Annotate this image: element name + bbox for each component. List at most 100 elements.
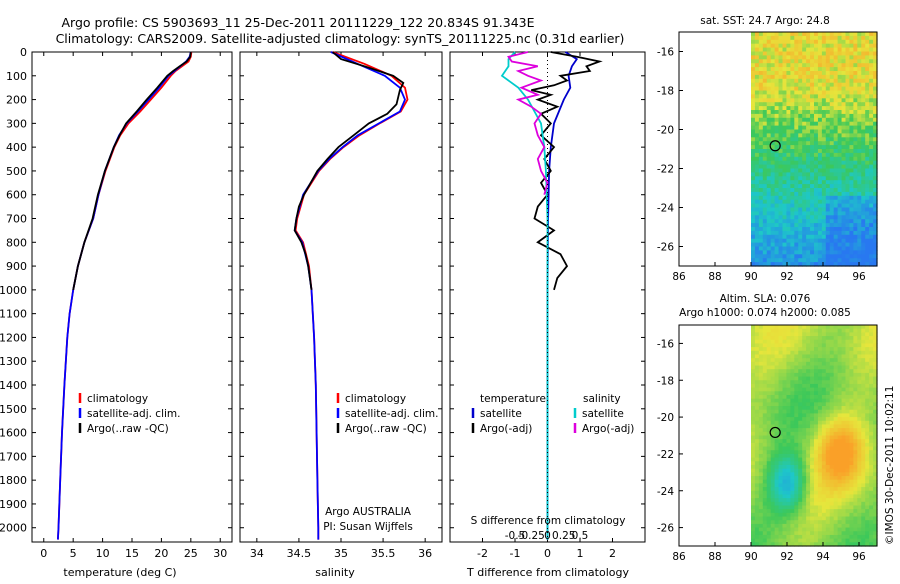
sla-map-cell bbox=[786, 483, 791, 488]
sst-map-cell bbox=[861, 129, 866, 134]
sst-map-cell bbox=[782, 152, 788, 158]
sla-map-cell bbox=[794, 442, 799, 448]
sst-map-cell bbox=[762, 110, 768, 115]
sst-map-cell bbox=[794, 215, 799, 220]
sla-map-cell bbox=[782, 398, 788, 403]
sst-map-ytick-label: -24 bbox=[657, 203, 674, 215]
sla-map-cell bbox=[802, 457, 807, 462]
sla-map-cell bbox=[853, 383, 858, 389]
salinity-xtick-label: 35 bbox=[334, 547, 348, 560]
sst-map-cell bbox=[833, 98, 839, 103]
sst-map-cell bbox=[853, 129, 858, 134]
sst-map-cell bbox=[762, 86, 768, 92]
sla-map-cell bbox=[758, 483, 764, 488]
sst-map-cell bbox=[802, 238, 807, 244]
sst-map-cell bbox=[853, 110, 858, 115]
sla-map-cell bbox=[766, 350, 772, 356]
sla-map-cell bbox=[806, 332, 811, 337]
sst-map-cell bbox=[766, 32, 772, 37]
sla-map-cell bbox=[810, 350, 815, 356]
sst-map-cell bbox=[758, 39, 764, 45]
sst-map-cell bbox=[829, 254, 835, 259]
sst-map-cell bbox=[762, 215, 768, 220]
sst-map-cell bbox=[802, 207, 807, 212]
sla-map-cell bbox=[766, 406, 772, 411]
sst-map-cell bbox=[751, 133, 756, 138]
sst-map-cell bbox=[758, 172, 764, 177]
sla-map-cell bbox=[762, 336, 768, 341]
sst-map-cell bbox=[861, 152, 866, 158]
sst-map-cell bbox=[766, 262, 772, 267]
sst-map-ytick-label: -20 bbox=[657, 125, 674, 137]
sst-map-cell bbox=[770, 191, 776, 197]
sst-map-cell bbox=[845, 176, 851, 181]
sst-map-cell bbox=[762, 113, 768, 119]
sla-map-cell bbox=[786, 446, 791, 451]
sst-map-cell bbox=[857, 238, 862, 244]
sla-map-cell bbox=[861, 394, 866, 400]
sla-map-cell bbox=[814, 479, 819, 484]
sla-map-cell bbox=[758, 450, 764, 455]
sst-map-cell bbox=[802, 180, 807, 185]
sla-map-cell bbox=[849, 398, 854, 403]
sst-map-cell bbox=[869, 113, 874, 119]
sst-map-cell bbox=[806, 223, 811, 228]
sst-map-cell bbox=[837, 149, 843, 154]
sla-map-cell bbox=[821, 420, 827, 426]
sla-map-cell bbox=[794, 431, 799, 437]
sla-map-cell bbox=[786, 542, 791, 547]
sla-map-cell bbox=[778, 372, 784, 378]
sst-map-cell bbox=[790, 242, 795, 248]
sla-map-cell bbox=[837, 354, 843, 359]
sst-map-cell bbox=[873, 180, 878, 185]
sla-map-cell bbox=[853, 509, 858, 514]
sst-map-cell bbox=[833, 168, 839, 173]
sla-map-cell bbox=[790, 325, 795, 330]
sla-map-cell bbox=[861, 387, 866, 392]
sst-map-cell bbox=[814, 145, 819, 150]
sla-map-cell bbox=[865, 413, 870, 418]
sst-map-cell bbox=[758, 102, 764, 107]
sla-map-cell bbox=[798, 457, 803, 462]
sst-map-cell bbox=[841, 43, 847, 49]
sla-map-cell bbox=[794, 332, 799, 337]
sla-map-cell bbox=[833, 472, 839, 477]
sla-map-cell bbox=[837, 398, 843, 403]
sst-map-cell bbox=[782, 113, 788, 119]
sla-map-cell bbox=[865, 483, 870, 488]
sla-map-cell bbox=[766, 417, 772, 422]
sst-map-cell bbox=[782, 188, 788, 193]
sla-map-cell bbox=[758, 516, 764, 521]
sla-map-cell bbox=[841, 398, 847, 403]
sla-map-cell bbox=[770, 383, 776, 389]
sst-map-cell bbox=[865, 211, 870, 216]
sst-map-cell bbox=[861, 113, 866, 119]
sst-map-cell bbox=[786, 219, 791, 224]
sst-map-cell bbox=[774, 113, 780, 119]
sla-map-cell bbox=[798, 409, 803, 414]
sla-map-cell bbox=[774, 439, 780, 444]
sst-map-cell bbox=[857, 35, 862, 41]
sst-map-cell bbox=[853, 82, 858, 88]
sst-map-cell bbox=[841, 246, 847, 251]
sst-map-cell bbox=[857, 145, 862, 150]
sst-map-cell bbox=[774, 129, 780, 134]
sla-map-ytick-label: -16 bbox=[657, 338, 674, 350]
sla-map-cell bbox=[786, 369, 791, 374]
sla-map-cell bbox=[845, 464, 851, 470]
sst-map-cell bbox=[810, 113, 815, 119]
sst-map-cell bbox=[861, 188, 866, 193]
sst-map-cell bbox=[790, 164, 795, 170]
sst-map-cell bbox=[865, 238, 870, 244]
sla-map-cell bbox=[806, 354, 811, 359]
sla-map-cell bbox=[857, 402, 862, 407]
sla-map-cell bbox=[829, 487, 835, 492]
sst-map-cell bbox=[873, 133, 878, 138]
sst-map-cell bbox=[802, 117, 807, 123]
sla-map-cell bbox=[817, 439, 823, 444]
sst-map-cell bbox=[762, 74, 768, 80]
sla-map-cell bbox=[754, 431, 760, 437]
sst-map-cell bbox=[869, 47, 874, 53]
sla-map-cell bbox=[837, 361, 843, 367]
sst-map-cell bbox=[873, 234, 878, 240]
